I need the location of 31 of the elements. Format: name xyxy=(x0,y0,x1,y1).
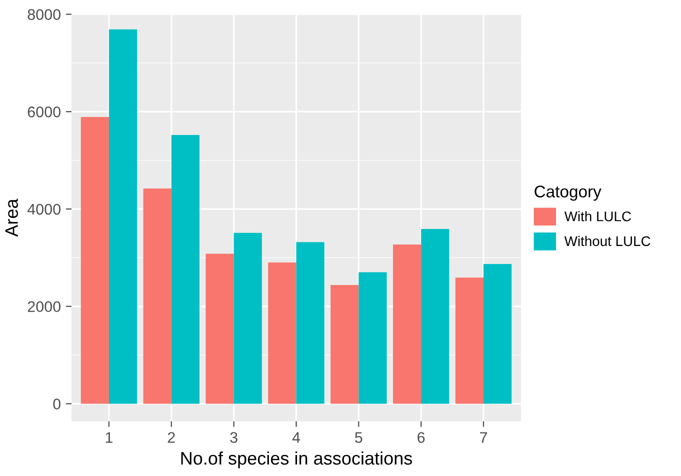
y-tick-label: 6000 xyxy=(28,106,60,118)
x-axis-title: No.of species in associations xyxy=(181,451,412,468)
x-tick-label: 4 xyxy=(292,432,300,443)
bar xyxy=(455,278,484,404)
bar xyxy=(421,228,450,404)
legend-label: With LULC xyxy=(564,211,631,222)
bar xyxy=(80,117,109,404)
x-tick-label: 2 xyxy=(168,432,175,443)
bar xyxy=(484,264,512,404)
y-tick-label: 4000 xyxy=(27,204,60,215)
y-tick-label: 0 xyxy=(53,398,60,410)
bar xyxy=(296,242,324,404)
bar xyxy=(358,272,387,404)
bar xyxy=(330,284,359,404)
x-tick-label: 3 xyxy=(230,432,238,443)
x-tick-label: 5 xyxy=(355,432,362,443)
x-tick-label: 7 xyxy=(480,432,487,443)
x-tick-label: 1 xyxy=(106,432,112,443)
legend-label: Without LULC xyxy=(564,236,650,246)
bar xyxy=(268,262,296,404)
x-tick-label: 6 xyxy=(418,432,425,443)
legend-title: Catogory xyxy=(534,186,602,201)
bar xyxy=(206,254,234,404)
bar xyxy=(143,188,172,404)
y-tick-label: 2000 xyxy=(28,301,60,312)
bar xyxy=(392,244,422,404)
bar xyxy=(171,135,200,404)
bar xyxy=(234,232,262,404)
y-axis-title: Area xyxy=(5,198,18,237)
bar xyxy=(108,29,138,404)
y-tick-label: 8000 xyxy=(28,9,60,20)
